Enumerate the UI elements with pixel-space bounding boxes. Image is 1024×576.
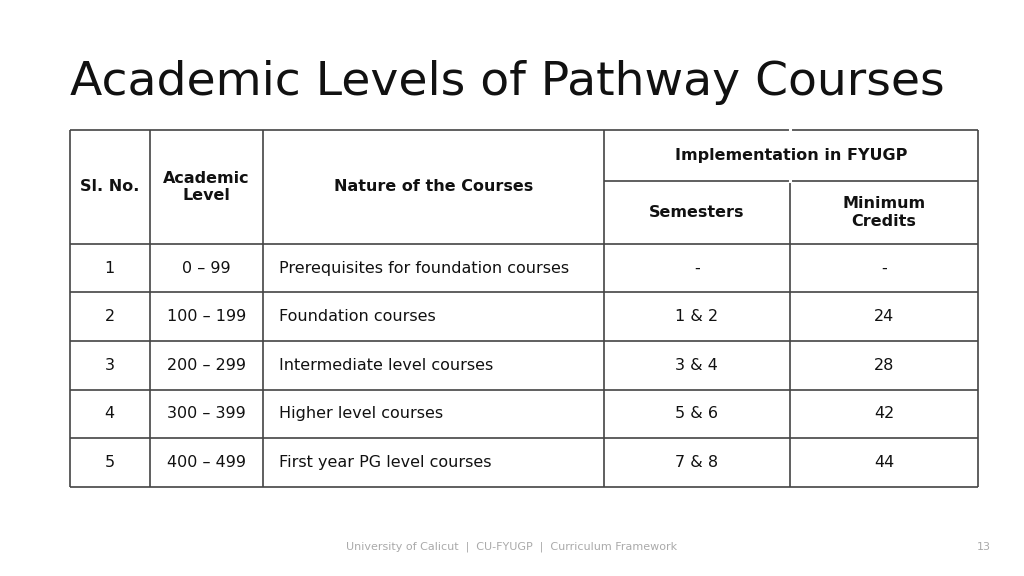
Text: 5 & 6: 5 & 6 — [675, 406, 718, 422]
Text: 0 – 99: 0 – 99 — [182, 261, 230, 276]
Text: 400 – 499: 400 – 499 — [167, 455, 246, 470]
Text: Prerequisites for foundation courses: Prerequisites for foundation courses — [280, 261, 569, 276]
Text: Minimum
Credits: Minimum Credits — [843, 196, 926, 229]
Text: Higher level courses: Higher level courses — [280, 406, 443, 422]
Text: 300 – 399: 300 – 399 — [167, 406, 246, 422]
Text: -: - — [694, 261, 699, 276]
Text: 4: 4 — [104, 406, 115, 422]
Text: 3: 3 — [104, 358, 115, 373]
Text: Sl. No.: Sl. No. — [80, 179, 139, 194]
Text: Nature of the Courses: Nature of the Courses — [334, 179, 534, 194]
Text: 42: 42 — [873, 406, 894, 422]
Text: Academic Levels of Pathway Courses: Academic Levels of Pathway Courses — [70, 60, 944, 105]
Text: 100 – 199: 100 – 199 — [167, 309, 246, 324]
Text: -: - — [881, 261, 887, 276]
Text: Academic
Level: Academic Level — [163, 170, 250, 203]
Text: 1 & 2: 1 & 2 — [675, 309, 719, 324]
Text: Foundation courses: Foundation courses — [280, 309, 436, 324]
Text: Implementation in FYUGP: Implementation in FYUGP — [675, 148, 907, 163]
Text: 3 & 4: 3 & 4 — [676, 358, 718, 373]
Text: 200 – 299: 200 – 299 — [167, 358, 246, 373]
Text: 24: 24 — [873, 309, 894, 324]
Text: Intermediate level courses: Intermediate level courses — [280, 358, 494, 373]
Text: 13: 13 — [977, 542, 991, 552]
Text: 7 & 8: 7 & 8 — [675, 455, 719, 470]
Text: 44: 44 — [873, 455, 894, 470]
Text: University of Calicut  |  CU-FYUGP  |  Curriculum Framework: University of Calicut | CU-FYUGP | Curri… — [346, 541, 678, 552]
Text: 1: 1 — [104, 261, 115, 276]
Text: 5: 5 — [104, 455, 115, 470]
Text: First year PG level courses: First year PG level courses — [280, 455, 492, 470]
Text: Semesters: Semesters — [649, 205, 744, 220]
Text: 2: 2 — [104, 309, 115, 324]
Text: 28: 28 — [873, 358, 894, 373]
